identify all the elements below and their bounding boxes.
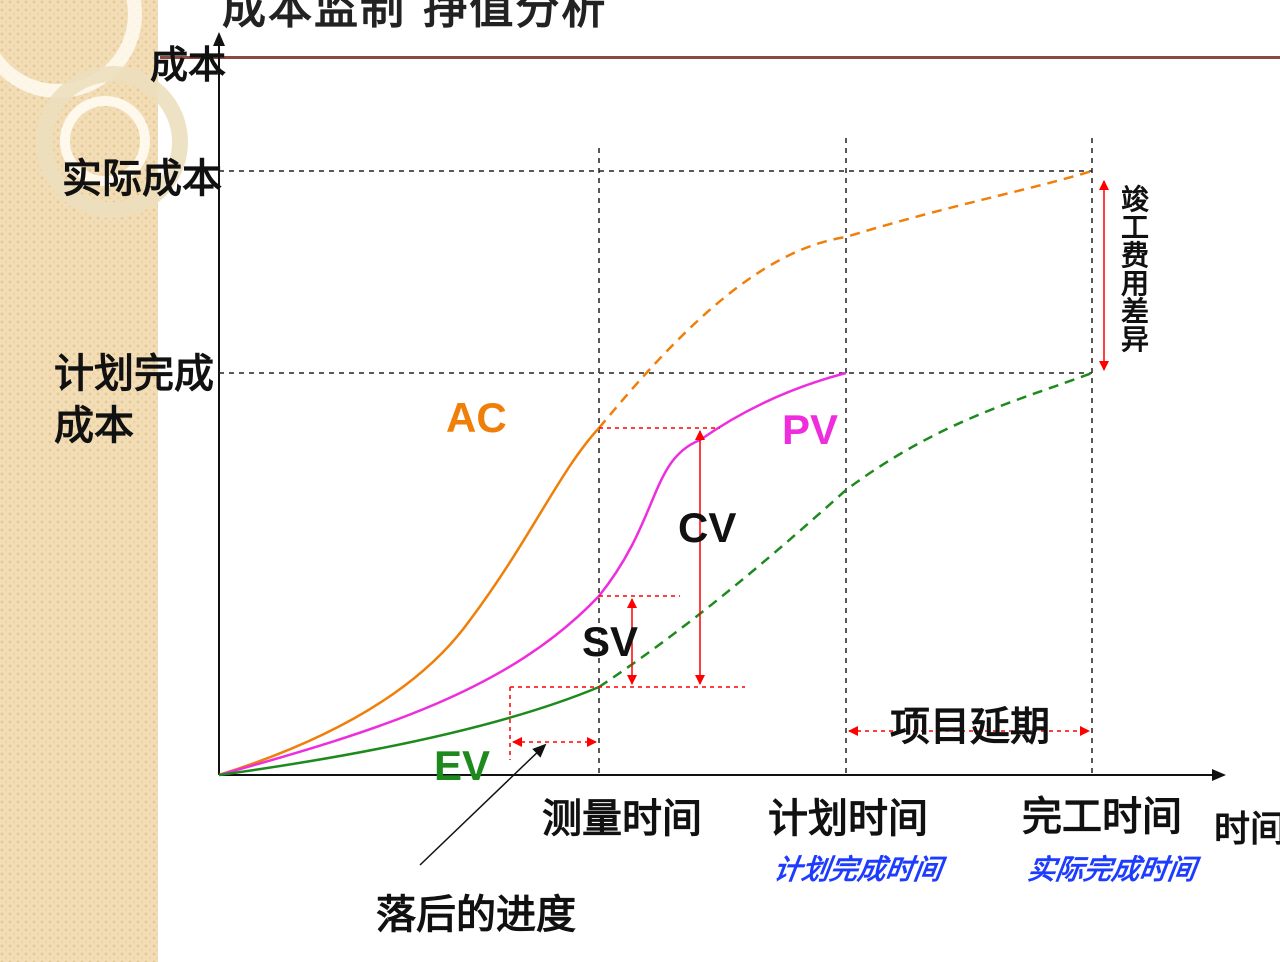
- ac-curve: [218, 427, 600, 777]
- ac-forecast-curve: [598, 169, 1093, 429]
- x-axis-title: 时间: [1214, 809, 1280, 850]
- sv-label: SV: [582, 618, 639, 665]
- title-divider: [160, 56, 1280, 59]
- planned-cost-label-text: 计划完成成本: [54, 351, 214, 449]
- project-delay-label: 项目延期: [890, 704, 1050, 750]
- schedule-lag-label: 落后的进度: [376, 892, 576, 938]
- ev-curve: [218, 685, 600, 777]
- planned-cost-label: 计划完成成本: [54, 348, 244, 452]
- measure-time-label: 测量时间: [542, 796, 702, 842]
- handwritten-planned-completion: 计划完成时间: [771, 853, 945, 886]
- pv-curve: [218, 371, 847, 777]
- ev-forecast-curve: [598, 371, 1093, 689]
- y-axis-title: 成本: [150, 43, 227, 87]
- completion-time-label: 完工时间: [1022, 794, 1182, 840]
- slide-title: 成本监制 挣值分析: [222, 0, 608, 34]
- schedule-lag-pointer: [419, 743, 547, 866]
- handwritten-actual-completion: 实际完成时间: [1025, 853, 1199, 886]
- actual-cost-label: 实际成本: [62, 156, 222, 202]
- decorative-ring: [60, 96, 150, 186]
- cv-label: CV: [678, 504, 737, 551]
- pv-label: PV: [782, 406, 839, 453]
- ac-label: AC: [446, 394, 507, 441]
- final-cost-variance-label: 竣工费用差异: [1120, 183, 1149, 356]
- ev-label: EV: [434, 742, 491, 789]
- planned-time-label: 计划时间: [768, 796, 928, 842]
